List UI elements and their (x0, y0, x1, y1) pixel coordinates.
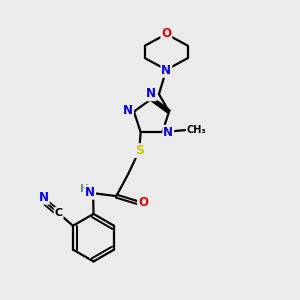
Text: N: N (161, 64, 171, 77)
Text: O: O (161, 27, 171, 40)
Text: N: N (146, 87, 156, 100)
Text: C: C (55, 208, 63, 218)
Text: H: H (80, 184, 89, 194)
Text: N: N (163, 126, 173, 139)
Text: CH₃: CH₃ (187, 125, 206, 135)
Text: O: O (138, 196, 148, 209)
Text: N: N (123, 103, 133, 117)
Text: N: N (85, 186, 95, 199)
Text: S: S (135, 144, 144, 157)
Text: N: N (39, 191, 49, 204)
